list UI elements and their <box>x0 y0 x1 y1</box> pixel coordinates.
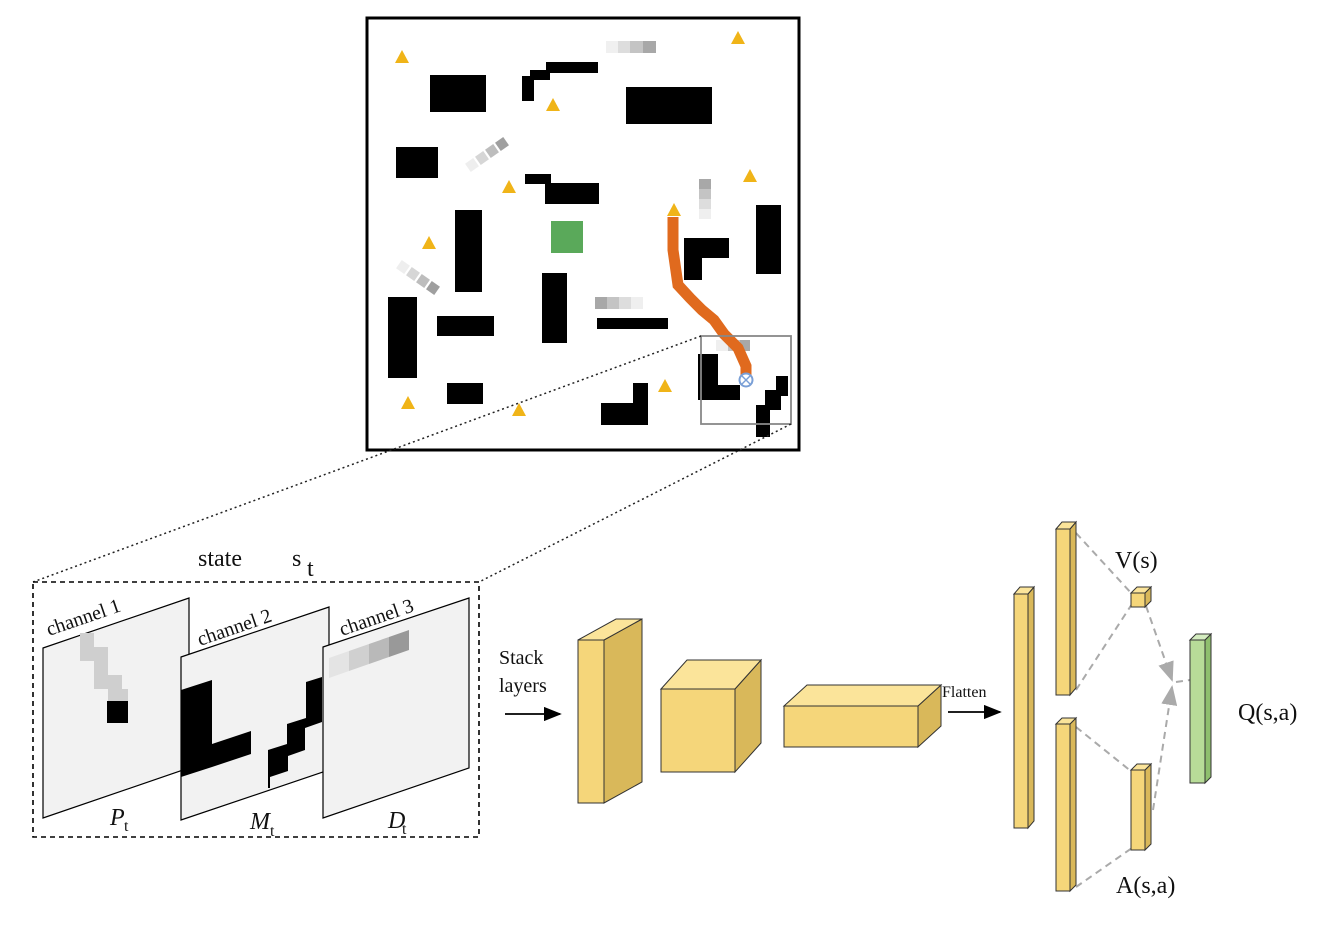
zoom-line-left <box>32 335 702 583</box>
channel-3-symbol: D <box>387 808 405 834</box>
flatten-label: Flatten <box>942 684 986 701</box>
conv-layer-3 <box>782 683 943 749</box>
value-stream-vector <box>1054 520 1078 697</box>
state-label-subscript: t <box>307 556 314 582</box>
obstacles <box>388 62 788 437</box>
conv-layer-2 <box>659 658 763 774</box>
zoom-line-right <box>478 423 792 583</box>
value-label: V(s) <box>1115 548 1158 574</box>
advantage-stream-vector <box>1054 716 1078 893</box>
channel-1-plane: channel 1 P t <box>42 595 190 835</box>
advantage-vector <box>1129 762 1153 852</box>
environment-map <box>365 16 801 452</box>
stack-label-line2: layers <box>499 675 547 697</box>
state-label-prefix: state <box>198 546 242 572</box>
triangle-marker-icon <box>395 31 757 416</box>
goal-cell <box>551 221 583 253</box>
conv-layer-1 <box>577 618 643 804</box>
channel-2-plane: channel 2 M t <box>180 605 330 840</box>
channel-1-symbol: P <box>109 805 125 831</box>
state-label-symbol: s <box>292 546 301 572</box>
agent-path <box>667 217 752 378</box>
grey-connectors <box>1075 532 1191 888</box>
agent-marker-icon <box>738 372 754 388</box>
q-label: Q(s,a) <box>1238 700 1297 726</box>
advantage-label: A(s,a) <box>1116 873 1175 899</box>
value-node <box>1129 585 1153 609</box>
state-panel: state s t channel 1 P t channel 2 M t <box>32 546 480 840</box>
flatten-vector <box>1012 585 1036 830</box>
channel-2-symbol: M <box>249 809 272 835</box>
q-value-vector <box>1188 632 1213 785</box>
local-patch-box <box>700 335 792 425</box>
channel-2-subscript: t <box>270 823 275 840</box>
channel-1-subscript: t <box>124 818 129 835</box>
channel-3-subscript: t <box>402 821 407 838</box>
stack-label-line1: Stack <box>499 647 543 669</box>
channel-3-plane: channel 3 D t <box>322 595 470 838</box>
